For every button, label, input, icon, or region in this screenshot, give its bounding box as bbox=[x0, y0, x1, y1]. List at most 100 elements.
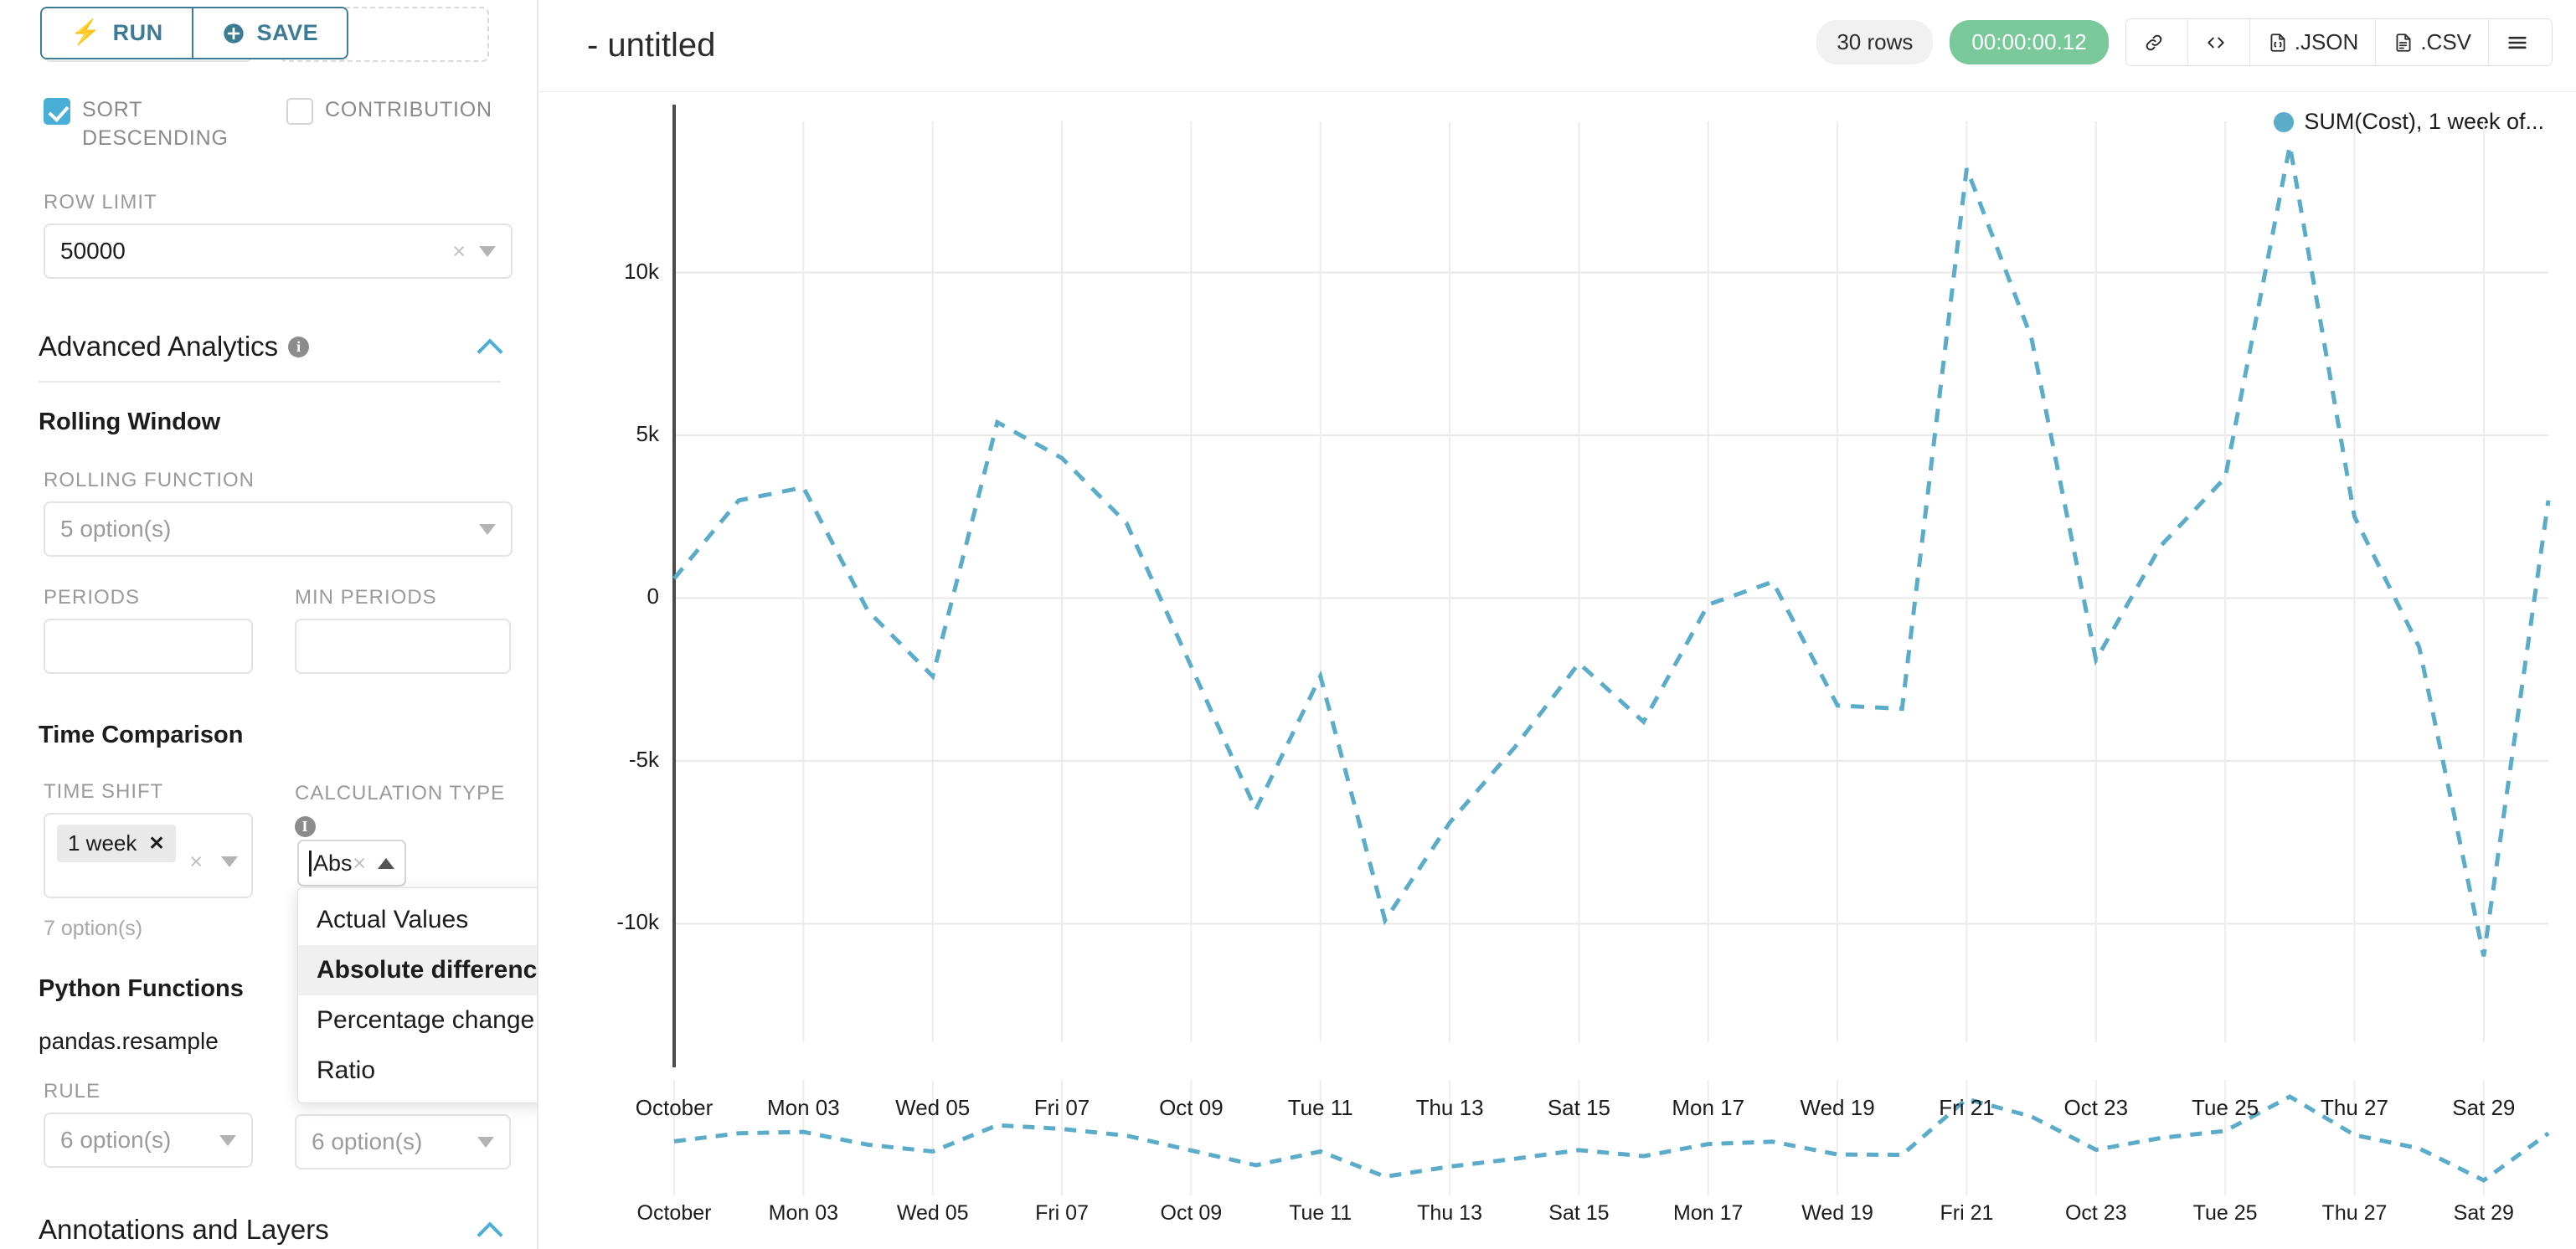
x-axis-tick-label: Thu 27 bbox=[2320, 1095, 2388, 1120]
row-limit-select[interactable]: 50000 × bbox=[44, 224, 513, 279]
chevron-down-icon[interactable] bbox=[479, 523, 496, 535]
resample-method-field: 6 option(s) bbox=[295, 1114, 511, 1169]
info-icon[interactable]: i bbox=[295, 816, 316, 838]
x-axis-tick-label: Thu 27 bbox=[2321, 1201, 2388, 1225]
dropdown-option-absolute-difference[interactable]: Absolute difference bbox=[298, 945, 537, 995]
row-limit-value: 50000 bbox=[60, 238, 126, 264]
min-periods-field: MIN PERIODS bbox=[295, 586, 511, 674]
rolling-function-label: ROLLING FUNCTION bbox=[44, 469, 255, 491]
more-menu-button[interactable] bbox=[2489, 19, 2552, 65]
calculation-type-select[interactable]: Absolute... × bbox=[297, 840, 406, 887]
calculation-type-value: Absolute... bbox=[309, 850, 353, 876]
x-axis-tick-label: Oct 09 bbox=[1160, 1201, 1223, 1225]
min-periods-input[interactable] bbox=[295, 619, 511, 674]
control-panel-scroll[interactable]: 7 option(s) SORT DESCENDING CONTRIBUTION bbox=[0, 0, 537, 1249]
row-limit-clear-icon[interactable]: × bbox=[452, 238, 466, 264]
download-csv-button[interactable]: .CSV bbox=[2376, 19, 2489, 65]
run-button[interactable]: ⚡ RUN bbox=[42, 8, 192, 58]
dropdown-option-ratio[interactable]: Ratio bbox=[317, 1056, 376, 1084]
annotations-title-wrap: Annotations and Layers bbox=[39, 1214, 329, 1246]
rule-value: 6 option(s) bbox=[60, 1127, 172, 1153]
time-shift-tag[interactable]: 1 week ✕ bbox=[57, 825, 176, 862]
contribution-checkbox[interactable] bbox=[286, 98, 313, 125]
periods-label: PERIODS bbox=[44, 586, 141, 609]
lightning-icon: ⚡ bbox=[70, 19, 101, 46]
calculation-type-clear-icon[interactable]: × bbox=[353, 850, 366, 876]
dropdown-option-actual-values[interactable]: Actual Values bbox=[317, 906, 469, 933]
x-axis-tick-label: Fri 21 bbox=[1939, 1095, 1995, 1120]
y-axis-tick-label: -10k bbox=[616, 909, 659, 935]
chart-header: - untitled 30 rows 00:00:00.12 bbox=[538, 0, 2576, 92]
periods-field: PERIODS bbox=[44, 586, 253, 674]
download-json-label: .JSON bbox=[2294, 29, 2359, 54]
x-axis-tick-label: October bbox=[636, 1201, 712, 1225]
file-csv-icon bbox=[2393, 32, 2414, 54]
control-panel: 7 option(s) SORT DESCENDING CONTRIBUTION bbox=[0, 0, 538, 1249]
x-axis-tick-label: Mon 17 bbox=[1673, 1201, 1744, 1225]
rolling-function-select[interactable]: 5 option(s) bbox=[44, 501, 513, 557]
time-shift-options-hint: 7 option(s) bbox=[44, 917, 143, 940]
dropdown-option-percentage-change[interactable]: Percentage change bbox=[317, 1006, 535, 1034]
chevron-down-icon[interactable] bbox=[219, 1134, 236, 1146]
resample-method-value: 6 option(s) bbox=[312, 1128, 423, 1154]
chevron-down-icon[interactable] bbox=[477, 1136, 494, 1148]
chevron-up-icon[interactable] bbox=[479, 336, 501, 357]
chart-area: - untitled 30 rows 00:00:00.12 bbox=[538, 0, 2576, 1249]
download-json-button[interactable]: .JSON bbox=[2249, 19, 2377, 65]
chart-canvas[interactable]: 10k 5k 0 -5k -10k October Mon 03 Wed 05 Fri 07 O… bbox=[538, 92, 2576, 1249]
view-query-button[interactable] bbox=[2187, 19, 2250, 65]
row-limit-field: ROW LIMIT 50000 × bbox=[44, 191, 513, 279]
time-shift-tag-label: 1 week bbox=[68, 830, 137, 856]
file-json-icon bbox=[2267, 32, 2289, 54]
x-axis-tick-label: Sat 29 bbox=[2453, 1201, 2514, 1225]
y-axis-tick-label: 0 bbox=[647, 583, 659, 609]
time-shift-select[interactable]: 1 week ✕ × bbox=[44, 813, 253, 898]
chevron-up-icon[interactable] bbox=[479, 1219, 501, 1241]
chevron-down-icon[interactable] bbox=[221, 856, 238, 867]
info-icon[interactable]: i bbox=[288, 336, 310, 357]
page-title: - untitled bbox=[587, 27, 716, 64]
rule-select[interactable]: 6 option(s) bbox=[44, 1113, 253, 1168]
code-icon bbox=[2205, 32, 2227, 54]
chevron-up-icon[interactable] bbox=[378, 857, 394, 869]
x-axis-tick-label: Mon 17 bbox=[1672, 1095, 1745, 1120]
rolling-function-value: 5 option(s) bbox=[60, 516, 172, 542]
row-limit-label: ROW LIMIT bbox=[44, 191, 157, 213]
advanced-analytics-title-wrap: Advanced Analytics i bbox=[39, 331, 310, 362]
advanced-analytics-title: Advanced Analytics bbox=[39, 331, 279, 362]
x-axis-tick-label: Sat 29 bbox=[2452, 1095, 2516, 1120]
periods-input[interactable] bbox=[44, 619, 253, 674]
advanced-analytics-section-header[interactable]: Advanced Analytics i bbox=[39, 331, 501, 383]
x-axis-tick-label: Thu 13 bbox=[1415, 1095, 1484, 1120]
x-axis-tick-label: Mon 03 bbox=[768, 1201, 839, 1225]
x-axis-tick-label: Oct 23 bbox=[2064, 1201, 2127, 1225]
row-count-badge: 30 rows bbox=[1816, 20, 1934, 64]
chart-legend[interactable]: SUM(Cost), 1 week of... bbox=[2274, 109, 2544, 135]
sort-descending-checkbox[interactable] bbox=[44, 98, 70, 125]
calculation-type-controls: × bbox=[353, 851, 394, 876]
calculation-type-dropdown[interactable]: Actual Values Absolute difference Percen… bbox=[297, 887, 537, 1103]
time-shift-clear-icon[interactable]: × bbox=[189, 849, 203, 874]
resample-method-select[interactable]: 6 option(s) bbox=[295, 1114, 511, 1169]
header-button-group: .JSON .CSV bbox=[2125, 18, 2553, 66]
x-axis-tick-label: Wed 19 bbox=[1800, 1095, 1875, 1120]
run-save-toolbar: ⚡ RUN SAVE bbox=[40, 7, 349, 59]
x-axis-tick-label: Oct 23 bbox=[2063, 1095, 2129, 1120]
chevron-down-icon[interactable] bbox=[479, 245, 496, 257]
calculation-type-label-wrap: CALCULATION TYPE i bbox=[295, 780, 511, 838]
annotations-and-layers-title: Annotations and Layers bbox=[39, 1214, 329, 1245]
save-button[interactable]: SAVE bbox=[191, 8, 348, 58]
sort-descending-control[interactable]: SORT DESCENDING bbox=[44, 96, 286, 152]
contribution-control[interactable]: CONTRIBUTION bbox=[286, 96, 513, 152]
line-chart-svg[interactable] bbox=[538, 92, 2576, 1249]
remove-tag-icon[interactable]: ✕ bbox=[148, 832, 165, 854]
x-axis-tick-label: Wed 05 bbox=[895, 1095, 971, 1120]
share-link-button[interactable] bbox=[2125, 19, 2188, 65]
calculation-type-field: CALCULATION TYPE i bbox=[295, 780, 511, 846]
legend-color-swatch bbox=[2274, 111, 2295, 132]
x-axis-tick-label: Fri 07 bbox=[1035, 1201, 1089, 1225]
x-axis-tick-label: Tue 25 bbox=[2192, 1201, 2258, 1225]
annotations-and-layers-section-header[interactable]: Annotations and Layers bbox=[39, 1214, 501, 1246]
legend-label: SUM(Cost), 1 week of... bbox=[2304, 109, 2544, 134]
